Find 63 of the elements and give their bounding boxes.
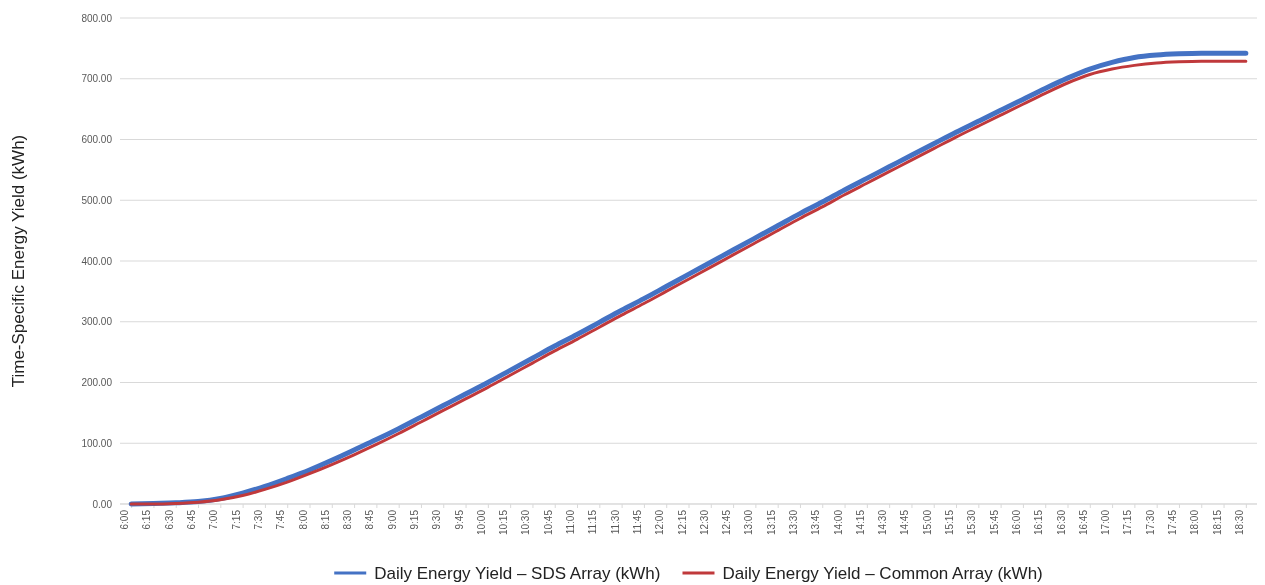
x-tick-label: 18:15 (1211, 509, 1223, 536)
x-tick-label: 6:45 (186, 509, 198, 530)
legend-label: Daily Energy Yield – Common Array (kWh) (722, 564, 1043, 583)
x-tick-label: 9:45 (453, 509, 465, 530)
x-tick-label: 18:30 (1233, 509, 1245, 536)
x-tick-label: 10:15 (498, 509, 510, 536)
x-tick-label: 17:30 (1144, 509, 1156, 536)
y-tick-label: 300.00 (81, 316, 113, 328)
y-tick-label: 600.00 (81, 134, 113, 146)
x-tick-label: 7:00 (208, 509, 220, 530)
x-tick-label: 6:00 (119, 509, 131, 530)
x-tick-label: 15:45 (988, 509, 1000, 536)
x-tick-label: 14:15 (854, 509, 866, 536)
x-tick-label: 16:15 (1033, 509, 1045, 536)
x-tick-label: 16:00 (1010, 509, 1022, 536)
y-tick-label: 800.00 (81, 12, 113, 24)
x-tick-label: 13:30 (787, 509, 799, 536)
x-tick-label: 7:15 (230, 509, 242, 530)
y-tick-label: 0.00 (92, 498, 113, 510)
x-tick-label: 6:15 (141, 509, 153, 530)
x-tick-label: 8:30 (342, 509, 354, 530)
x-tick-label: 8:45 (364, 509, 376, 530)
x-tick-label: 10:30 (520, 509, 532, 536)
y-tick-label: 200.00 (81, 377, 113, 389)
x-tick-label: 13:00 (743, 509, 755, 536)
x-tick-label: 17:15 (1122, 509, 1134, 536)
x-tick-label: 10:45 (542, 509, 554, 536)
x-tick-label: 7:30 (252, 509, 264, 530)
x-tick-label: 11:45 (631, 509, 643, 535)
x-tick-label: 8:00 (297, 509, 309, 530)
x-tick-label: 8:15 (319, 509, 331, 530)
y-axis-title: Time-Specific Energy Yield (kWh) (9, 134, 28, 388)
x-tick-label: 9:15 (408, 509, 420, 530)
x-tick-label: 18:00 (1189, 509, 1201, 536)
x-tick-label: 9:30 (431, 509, 443, 530)
x-tick-label: 13:45 (810, 509, 822, 536)
x-tick-label: 14:45 (899, 509, 911, 536)
x-tick-label: 14:30 (877, 509, 889, 536)
x-tick-label: 7:45 (275, 509, 287, 530)
legend-label: Daily Energy Yield – SDS Array (kWh) (374, 564, 661, 583)
x-tick-label: 17:00 (1100, 509, 1112, 536)
x-tick-label: 14:00 (832, 509, 844, 536)
x-tick-label: 9:00 (386, 509, 398, 530)
y-tick-label: 400.00 (81, 255, 113, 267)
x-tick-label: 12:45 (721, 509, 733, 536)
x-tick-label: 6:30 (163, 509, 175, 530)
x-tick-label: 15:00 (921, 509, 933, 536)
x-tick-label: 12:00 (654, 509, 666, 536)
x-tick-label: 11:30 (609, 509, 621, 535)
y-tick-label: 500.00 (81, 194, 113, 206)
x-tick-label: 12:30 (698, 509, 710, 536)
x-tick-label: 17:45 (1166, 509, 1178, 536)
x-tick-label: 15:30 (966, 509, 978, 536)
x-tick-label: 10:00 (475, 509, 487, 536)
x-tick-label: 12:15 (676, 509, 688, 536)
x-tick-label: 11:00 (565, 509, 577, 535)
x-tick-label: 11:15 (587, 509, 599, 535)
x-tick-label: 13:15 (765, 509, 777, 536)
x-tick-label: 16:30 (1055, 509, 1067, 536)
y-tick-label: 700.00 (81, 73, 113, 85)
x-tick-label: 16:45 (1077, 509, 1089, 536)
y-tick-label: 100.00 (81, 437, 113, 449)
x-tick-label: 15:15 (944, 509, 956, 536)
